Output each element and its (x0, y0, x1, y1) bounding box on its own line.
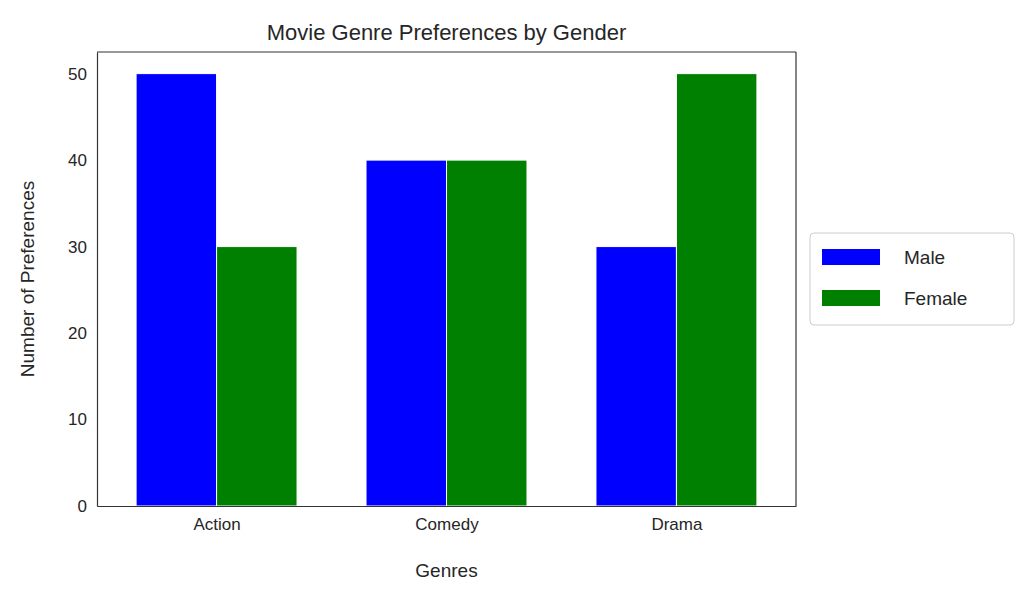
y-tick-label: 30 (68, 238, 87, 257)
y-tick: 10 (68, 410, 97, 429)
x-axis: Action Comedy Drama (98, 506, 797, 534)
y-axis: 0 10 20 30 40 50 (68, 53, 97, 516)
x-tick-label: Comedy (415, 515, 479, 534)
x-tick-label: Drama (651, 515, 703, 534)
frame-right (795, 52, 796, 506)
x-tick: Comedy (415, 506, 479, 534)
x-tick-label: Action (193, 515, 240, 534)
legend-label: Female (904, 288, 967, 309)
chart: 0 10 20 30 40 50 Action Comedy Drama Movie Genre … (0, 0, 1027, 600)
legend-label: Male (904, 247, 945, 268)
y-tick-label: 20 (68, 324, 87, 343)
y-tick: 20 (68, 324, 97, 343)
bars (136, 74, 757, 506)
y-tick-label: 0 (78, 497, 87, 516)
y-tick-label: 40 (68, 151, 87, 170)
legend-frame (810, 233, 1014, 325)
y-tick-label: 10 (68, 410, 87, 429)
bar (136, 74, 216, 506)
frame-top (97, 51, 796, 52)
y-tick: 50 (68, 65, 97, 84)
bar (447, 160, 527, 506)
bar (676, 74, 756, 506)
y-tick: 40 (68, 151, 97, 170)
legend-swatch (822, 249, 880, 265)
y-axis-title: Number of Preferences (17, 181, 38, 377)
bar (596, 247, 676, 506)
y-tick: 30 (68, 238, 97, 257)
legend-swatch (822, 290, 880, 306)
title: Movie Genre Preferences by Gender (267, 20, 627, 45)
x-axis-title: Genres (415, 560, 477, 581)
x-tick: Action (193, 506, 240, 534)
x-axis-line (98, 506, 797, 507)
y-tick-label: 50 (68, 65, 87, 84)
y-tick: 0 (78, 497, 97, 516)
legend: Male Female (810, 233, 1014, 325)
bar (366, 160, 446, 506)
bar (217, 247, 297, 506)
x-tick: Drama (651, 506, 703, 534)
y-axis-line (97, 53, 98, 507)
